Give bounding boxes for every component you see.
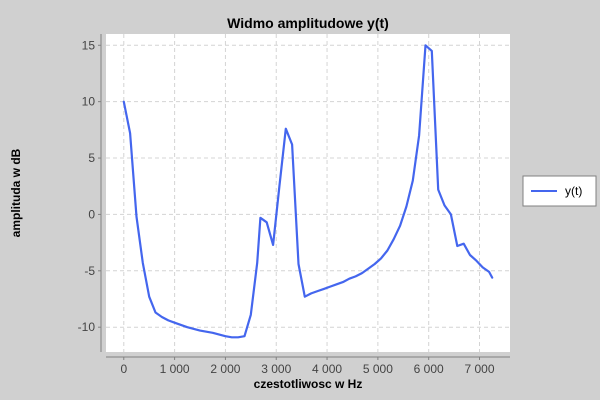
y-tick-label: -5 [84, 264, 95, 278]
axes: 0 1 000 2 000 3 000 4 000 5 000 6 000 7 000 -10 -… [78, 34, 510, 376]
x-tick-label: 2 000 [210, 362, 240, 376]
grid [106, 34, 510, 352]
x-tick-label: 5 000 [363, 362, 393, 376]
series-line [122, 44, 494, 339]
legend-label: y(t) [565, 184, 582, 198]
x-tick-label: 1 000 [160, 362, 190, 376]
x-tick-label: 6 000 [414, 362, 444, 376]
plot-area [106, 34, 510, 352]
y-axis-label: amplituda w dB [9, 148, 23, 237]
y-tick-label: 5 [88, 151, 95, 165]
y-tick-label: 0 [88, 207, 95, 221]
chart-title: Widmo amplitudowe y(t) [227, 15, 389, 31]
legend: y(t) [522, 175, 597, 207]
x-axis-label: czestotliwosc w Hz [254, 377, 363, 391]
x-tick-label: 3 000 [261, 362, 291, 376]
y-tick-label: -10 [78, 320, 96, 334]
y-tick-label: 15 [82, 38, 96, 52]
x-tick-label: 7 000 [464, 362, 494, 376]
x-tick-label: 0 [120, 362, 127, 376]
y-tick-label: 10 [82, 95, 96, 109]
x-tick-label: 4 000 [312, 362, 342, 376]
series-layer [122, 44, 494, 339]
